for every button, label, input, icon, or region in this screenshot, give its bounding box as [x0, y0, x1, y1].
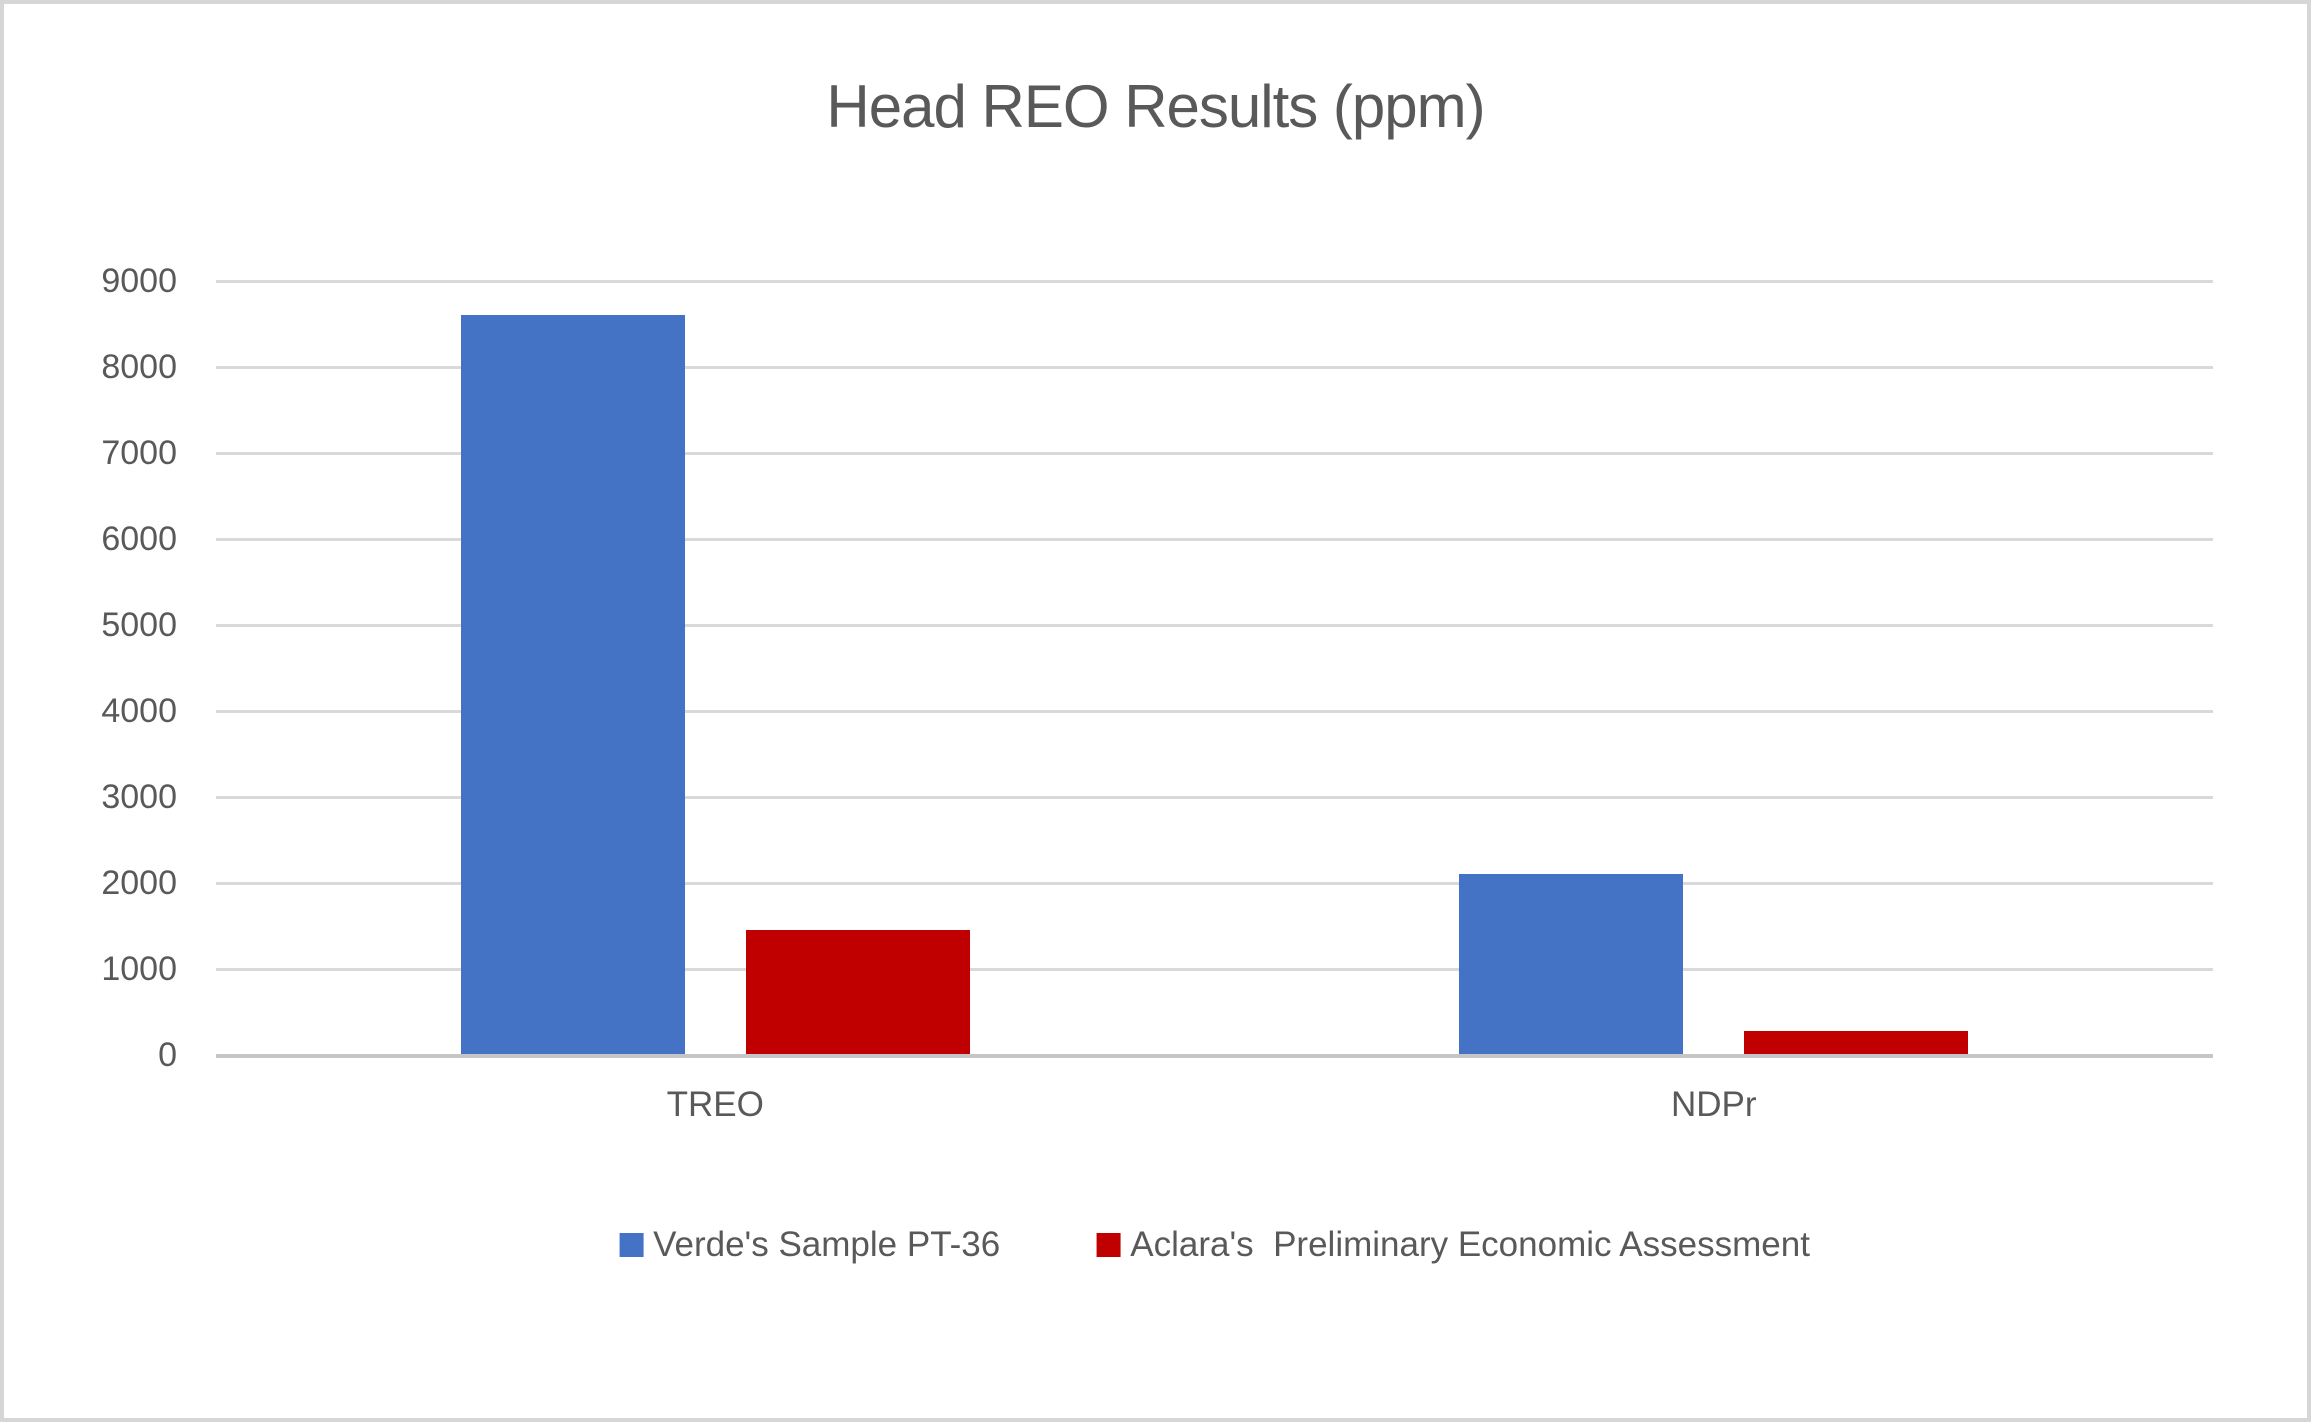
bar-ndpr-series-2 — [1744, 1030, 1969, 1055]
gridline-9000 — [216, 279, 2213, 283]
x-category-label-treo: TREO — [666, 1085, 764, 1124]
gridline-7000 — [216, 451, 2213, 455]
y-tick-label-2000: 2000 — [101, 864, 177, 902]
legend-label: Verde's Sample PT-36 — [653, 1225, 1001, 1264]
gridline-8000 — [216, 365, 2213, 369]
gridline-5000 — [216, 623, 2213, 627]
legend-marker-icon — [1096, 1233, 1121, 1257]
gridline-4000 — [216, 709, 2213, 713]
y-tick-label-9000: 9000 — [101, 262, 177, 300]
y-tick-label-3000: 3000 — [101, 778, 177, 816]
y-tick-label-7000: 7000 — [101, 434, 177, 472]
legend-item-1: Verde's Sample PT-36 — [619, 1225, 1000, 1265]
bar-treo-series-1 — [460, 315, 685, 1055]
legend-item-2: Aclara's Preliminary Economic Assessment — [1096, 1225, 1810, 1265]
legend-marker-icon — [619, 1233, 644, 1257]
y-tick-label-6000: 6000 — [101, 520, 177, 558]
chart-title: Head REO Results (ppm) — [826, 73, 1485, 140]
gridline-1000 — [216, 967, 2213, 971]
bar-treo-series-2 — [745, 930, 970, 1055]
gridline-6000 — [216, 537, 2213, 541]
gridline-3000 — [216, 795, 2213, 799]
plot-area — [216, 279, 2213, 1058]
legend-label: Aclara's Preliminary Economic Assessment — [1130, 1225, 1810, 1264]
gridline-2000 — [216, 881, 2213, 885]
bar-ndpr-series-1 — [1459, 874, 1684, 1055]
x-category-label-ndpr: NDPr — [1670, 1085, 1757, 1124]
y-tick-label-1000: 1000 — [101, 950, 177, 988]
y-tick-label-4000: 4000 — [101, 692, 177, 730]
y-tick-label-0: 0 — [158, 1036, 177, 1074]
y-tick-label-5000: 5000 — [101, 606, 177, 644]
y-tick-label-8000: 8000 — [101, 348, 177, 386]
legend: Verde's Sample PT-36 Aclara's Preliminary… — [619, 1225, 1810, 1265]
x-axis-line — [216, 1054, 2213, 1058]
